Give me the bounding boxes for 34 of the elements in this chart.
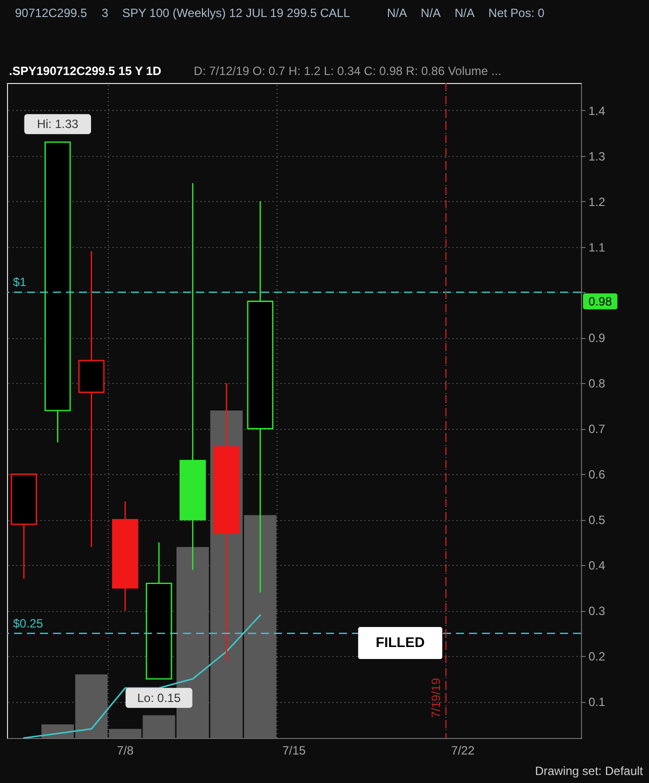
ref-line-label: $0.25 <box>13 616 44 630</box>
y-tick-label: 0.2 <box>588 650 606 664</box>
y-tick-label: 0.4 <box>588 558 606 573</box>
annotation: FILLED <box>376 634 425 650</box>
ref-line-label: $1 <box>13 275 27 290</box>
y-tick-label: 1.4 <box>588 104 606 118</box>
annotation: Hi: 1.33 <box>36 117 79 132</box>
y-tick-label: 1.3 <box>588 149 606 164</box>
text: 3 <box>102 6 109 20</box>
chart-subtitle: D: 7/12/19 O: 0.7 H: 1.2 L: 0.34 C: 0.98 R: 0.86 Volume ... <box>194 64 502 78</box>
annotation: Lo: 0.15 <box>137 690 181 705</box>
chart-title: .SPY190712C299.5 15 Y 1D <box>9 64 162 78</box>
text: Drawing set: Default <box>534 764 644 778</box>
text: N/A <box>454 6 475 20</box>
y-tick-label: 0.3 <box>588 604 606 618</box>
text: N/A <box>420 6 441 20</box>
y-tick-label: 0.1 <box>588 695 606 710</box>
y-tick-label: 0.6 <box>588 468 606 482</box>
y-tick-label: 1.1 <box>588 240 606 254</box>
y-tick-label: 0.7 <box>588 422 606 436</box>
ref-line-label: 7/19/19 <box>428 678 443 718</box>
text: SPY 100 (Weeklys) 12 JUL 19 299.5 CALL <box>122 6 350 20</box>
y-tick-label: 0.9 <box>588 331 606 346</box>
annotation: 0.98 <box>588 294 612 308</box>
text: N/A <box>387 6 408 20</box>
x-tick-label: 7/22 <box>451 744 475 758</box>
text: 90712C299.5 <box>15 6 88 20</box>
x-tick-label: 7/8 <box>116 744 134 758</box>
x-tick-label: 7/15 <box>282 744 306 758</box>
y-tick-label: 0.5 <box>588 513 606 528</box>
candlestick <box>78 250 105 548</box>
text: Net Pos: 0 <box>488 6 545 20</box>
y-tick-label: 0.8 <box>588 376 606 391</box>
y-tick-label: 1.2 <box>588 194 606 209</box>
